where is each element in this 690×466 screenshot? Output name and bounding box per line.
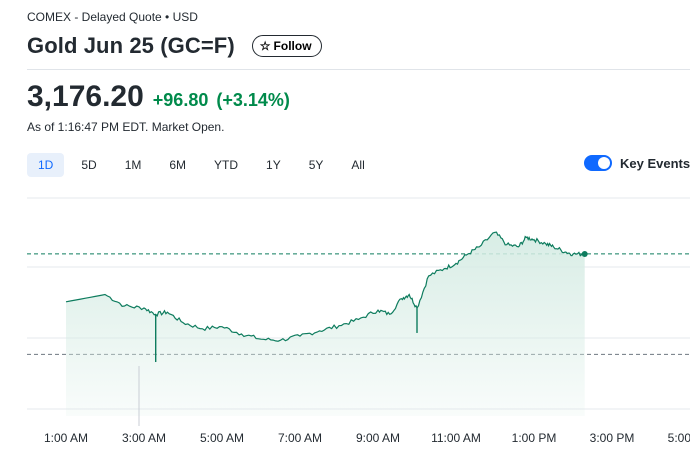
header-divider	[27, 69, 690, 70]
x-tick-label: 11:00 AM	[431, 431, 481, 445]
follow-button[interactable]: ☆ Follow	[251, 35, 322, 57]
price-area	[66, 232, 585, 416]
range-1d[interactable]: 1D	[27, 153, 65, 177]
follow-label: Follow	[273, 39, 312, 53]
toggle-knob	[598, 157, 610, 169]
x-axis-labels: 1:00 AM 3:00 AM 5:00 AM 7:00 AM 9:00 AM 11:00…	[44, 431, 690, 445]
title-row: Gold Jun 25 (GC=F) ☆ Follow	[27, 33, 322, 59]
x-tick-label: 7:00 AM	[278, 431, 322, 445]
key-events-toggle[interactable]	[584, 155, 612, 171]
x-tick-label: 3:00 PM	[590, 431, 635, 445]
star-icon: ☆	[259, 39, 271, 53]
range-5y[interactable]: 5Y	[308, 158, 324, 172]
range-6m[interactable]: 6M	[169, 158, 187, 172]
price-chart[interactable]: 1:00 AM 3:00 AM 5:00 AM 7:00 AM 9:00 AM 11:00…	[0, 190, 690, 466]
range-5d[interactable]: 5D	[81, 158, 97, 172]
range-1y[interactable]: 1Y	[266, 158, 281, 172]
price-line	[65, 231, 586, 342]
quote-timestamp: As of 1:16:47 PM EDT. Market Open.	[27, 120, 225, 134]
x-tick-label: 1:00 AM	[44, 431, 88, 445]
range-ytd[interactable]: YTD	[214, 158, 239, 172]
current-price: 3,176.20	[27, 80, 144, 113]
range-all[interactable]: All	[351, 158, 365, 172]
key-events: Key Events	[584, 155, 690, 171]
price-spikes	[154, 308, 418, 363]
key-events-label: Key Events	[620, 155, 690, 171]
x-tick-label: 1:00 PM	[512, 431, 557, 445]
price-change-percent: (+3.14%)	[216, 90, 290, 110]
range-1m[interactable]: 1M	[124, 158, 142, 172]
x-tick-label: 5:00 AM	[200, 431, 244, 445]
range-selector: 1D 5D 1M 6M YTD 1Y 5Y All	[27, 153, 382, 177]
last-price-marker	[581, 251, 588, 258]
x-tick-label: 5:00 PM	[668, 431, 690, 445]
price-row: 3,176.20 +96.80 (+3.14%)	[27, 80, 290, 114]
x-tick-label: 3:00 AM	[122, 431, 166, 445]
x-tick-label: 9:00 AM	[356, 431, 400, 445]
exchange-label: COMEX - Delayed Quote • USD	[27, 10, 198, 24]
price-change: +96.80	[152, 90, 209, 110]
page-title: Gold Jun 25 (GC=F)	[27, 33, 235, 58]
